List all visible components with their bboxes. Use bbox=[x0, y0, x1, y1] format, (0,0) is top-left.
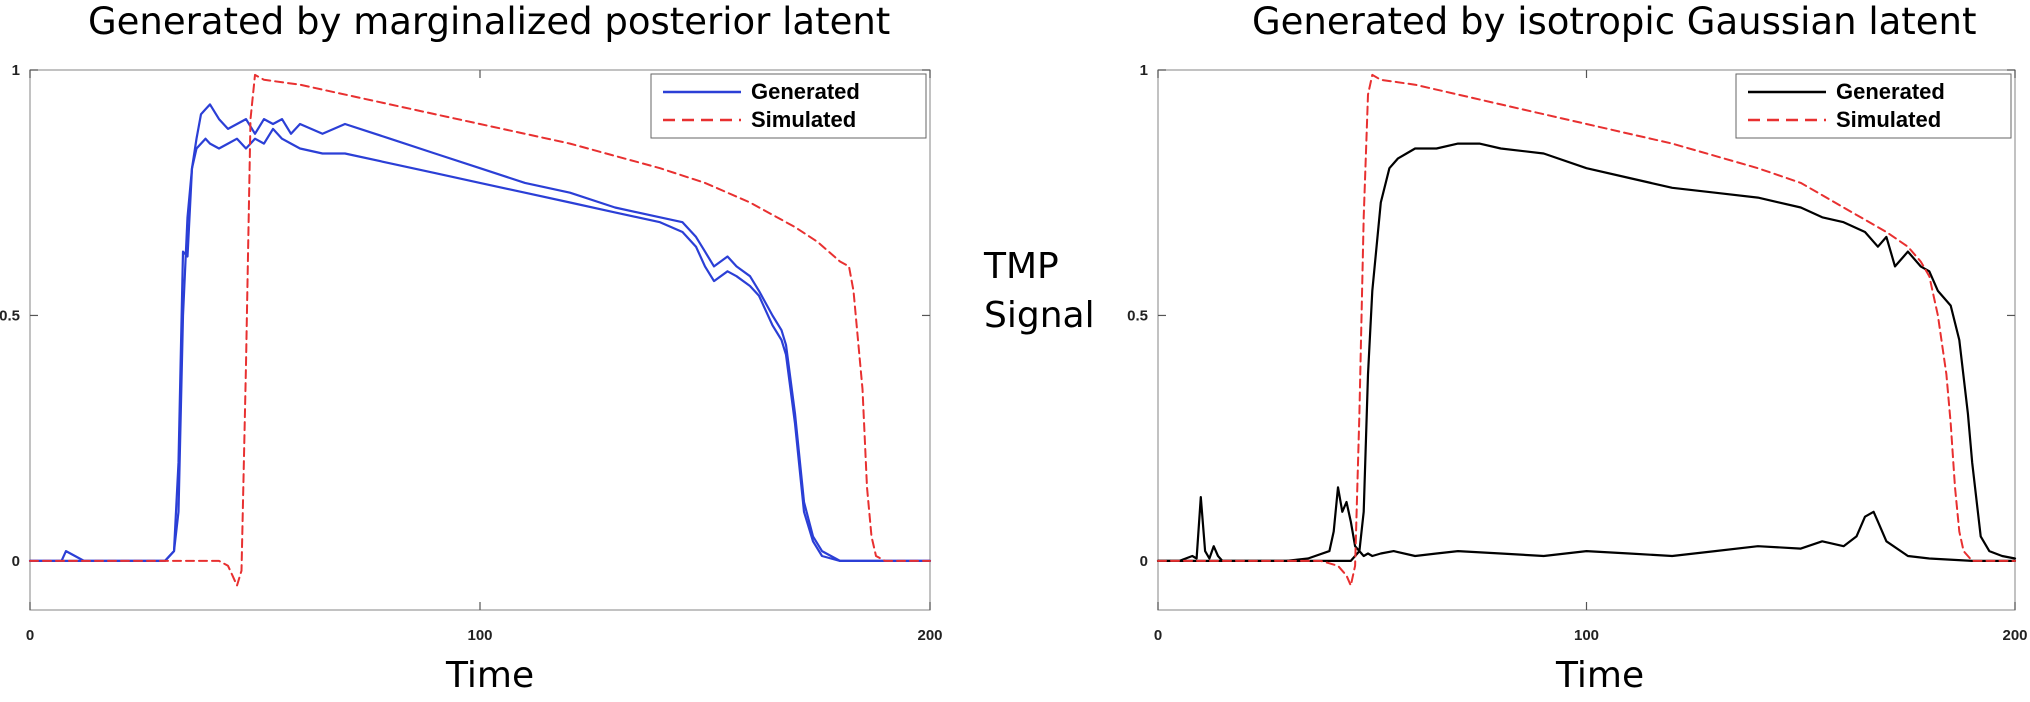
left-chart-title: Generated by marginalized posterior late… bbox=[88, 0, 891, 43]
right-chart: 0 100 200 0 0.5 1 Generated Simulated bbox=[1127, 62, 2027, 644]
left-legend-label-simulated: Simulated bbox=[751, 107, 856, 132]
right-x-tick-label: 200 bbox=[2002, 627, 2027, 644]
right-y-tick-label: 1 bbox=[1140, 62, 1148, 79]
left-series-generated-0 bbox=[28, 103, 932, 563]
right-series-simulated-2 bbox=[1157, 73, 2016, 587]
right-x-axis-label: Time bbox=[1556, 655, 1645, 696]
right-x-tick-label: 100 bbox=[1574, 627, 1599, 644]
left-legend-box bbox=[650, 73, 927, 139]
left-legend-label-generated: Generated bbox=[751, 79, 860, 104]
left-x-tick-label: 0 bbox=[26, 627, 34, 644]
y-axis-label-line1: TMP bbox=[984, 246, 1059, 287]
right-y-tick-label: 0.5 bbox=[1127, 307, 1148, 324]
left-x-tick-label: 100 bbox=[467, 627, 492, 644]
y-axis-label-line2: Signal bbox=[984, 295, 1095, 336]
right-series-generated-0 bbox=[1156, 486, 2017, 563]
right-x-tick-label: 0 bbox=[1154, 627, 1162, 644]
left-series-generated-1 bbox=[28, 127, 932, 563]
right-series-generated-1 bbox=[1156, 142, 2017, 563]
left-y-tick-label: 1 bbox=[12, 62, 20, 79]
right-legend-box bbox=[1735, 73, 2012, 139]
left-y-tick-label: 0 bbox=[12, 553, 20, 570]
right-axes-box bbox=[1157, 69, 2016, 611]
right-chart-title: Generated by isotropic Gaussian latent bbox=[1252, 0, 1977, 43]
left-axes-box bbox=[29, 69, 931, 611]
right-y-tick-label: 0 bbox=[1140, 553, 1148, 570]
right-legend-label-generated: Generated bbox=[1836, 79, 1945, 104]
left-series-simulated-2 bbox=[29, 73, 931, 587]
left-chart: 0 100 200 0 0.5 1 Generated Simulated bbox=[0, 62, 943, 644]
right-legend-label-simulated: Simulated bbox=[1836, 107, 1941, 132]
left-x-axis-label: Time bbox=[446, 655, 535, 696]
left-y-tick-label: 0.5 bbox=[0, 307, 20, 324]
left-x-tick-label: 200 bbox=[917, 627, 942, 644]
